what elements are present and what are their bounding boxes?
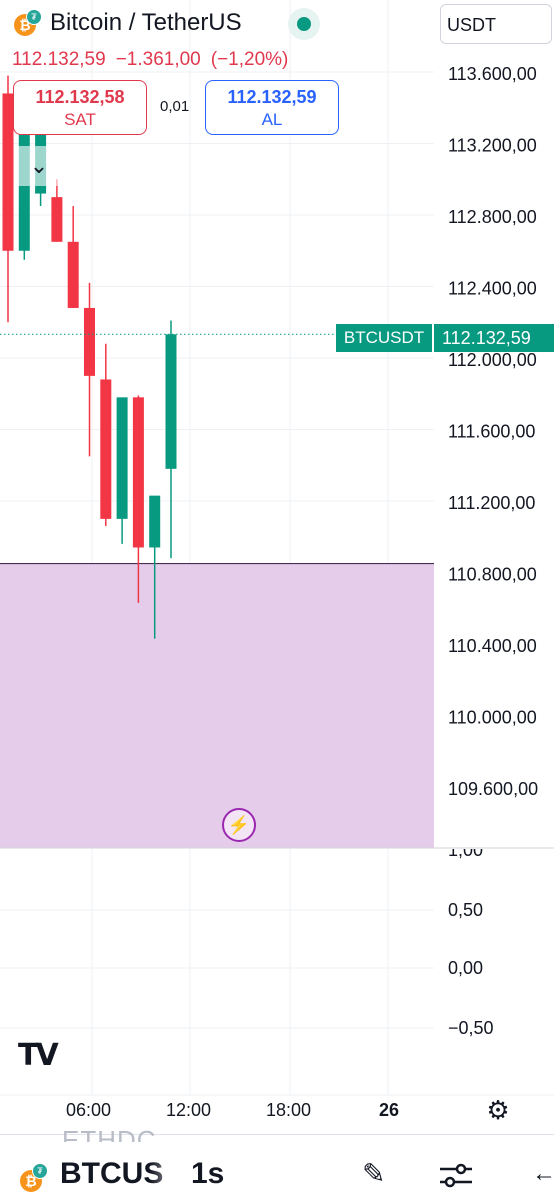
- buy-button[interactable]: 112.132,59 AL: [205, 80, 339, 135]
- time-axis-label: 18:00: [266, 1100, 311, 1120]
- price-axis-label: 113.600,00: [448, 64, 537, 84]
- candle-body: [84, 307, 95, 376]
- price-axis-label: 110.800,00: [448, 565, 537, 585]
- candle-body: [51, 197, 63, 242]
- symbol-title[interactable]: Bitcoin / TetherUS: [50, 9, 242, 36]
- indicator-axis-label: 0,00: [448, 958, 483, 978]
- candle-body: [116, 397, 128, 519]
- back-arrow-icon[interactable]: ←: [532, 1160, 554, 1187]
- symbol-fade: [150, 1150, 190, 1198]
- symbol-selector[interactable]: BTCUS: [60, 1157, 164, 1190]
- time-axis-label: 06:00: [66, 1100, 111, 1120]
- currency-select[interactable]: USDT: [440, 4, 552, 44]
- candle-body: [132, 397, 144, 548]
- price-chart[interactable]: 113.600,00 113.200,00 112.800,00 112.400,00…: [0, 0, 554, 1134]
- price-axis-label: 110.400,00: [448, 636, 537, 656]
- price-axis-label: 1,00: [448, 840, 483, 860]
- price-axis-label: 111.600,00: [448, 422, 535, 442]
- candle-body: [165, 334, 177, 469]
- indicator-axis-label: −0,50: [448, 1018, 494, 1038]
- symbol-price-tag: BTCUSDT: [336, 324, 432, 352]
- price-axis-label: 113.200,00: [448, 136, 537, 156]
- previous-symbol-text: ETHDC: [62, 1125, 157, 1142]
- chevron-down-icon[interactable]: ⌄: [14, 146, 64, 186]
- settings-icon[interactable]: ⚙: [486, 1095, 510, 1125]
- sell-price: 112.132,58: [35, 87, 125, 107]
- price-axis-label: 112.800,00: [448, 207, 537, 227]
- spread-value: 0,01: [160, 98, 190, 115]
- interval-selector[interactable]: 1s: [191, 1157, 225, 1190]
- price-summary: 112.132,59 −1.361,00 (−1,20%): [12, 49, 298, 71]
- last-price: 112.132,59: [12, 49, 106, 70]
- candle-body: [18, 125, 30, 251]
- price-axis-label: 109.600,00: [448, 779, 538, 799]
- sell-label: SAT: [64, 110, 96, 129]
- market-status-icon[interactable]: [288, 8, 320, 40]
- buy-label: AL: [261, 110, 283, 129]
- last-price-tag: 112.132,59: [434, 324, 554, 352]
- drawing-tool-icon[interactable]: ✎: [362, 1158, 386, 1189]
- candle-body: [2, 93, 14, 251]
- lightning-icon[interactable]: ⚡: [222, 808, 256, 842]
- time-axis-label: 12:00: [166, 1100, 211, 1120]
- price-axis-label: 112.400,00: [448, 279, 537, 299]
- indicator-axis-label: 0,50: [448, 900, 483, 920]
- price-change-percent: (−1,20%): [210, 49, 289, 70]
- candle-body: [67, 241, 79, 308]
- candle-body: [149, 495, 161, 548]
- sell-button[interactable]: 112.132,58 SAT: [13, 80, 147, 135]
- symbol-header: ₿ ₮ Bitcoin / TetherUS USDT 112.132,59 −1…: [0, 0, 554, 90]
- price-axis-label: 112.000,00: [448, 350, 537, 370]
- candle-body: [100, 379, 112, 519]
- price-axis-label: 111.200,00: [448, 493, 535, 513]
- tradingview-logo: TV: [18, 1038, 59, 1073]
- price-axis-label: 110.000,00: [448, 708, 537, 728]
- indicators-icon[interactable]: [438, 1160, 474, 1190]
- highlight-zone: [0, 563, 434, 848]
- price-change: −1.361,00: [115, 49, 201, 70]
- time-axis-label: 26: [379, 1100, 399, 1120]
- buy-price: 112.132,59: [227, 87, 317, 107]
